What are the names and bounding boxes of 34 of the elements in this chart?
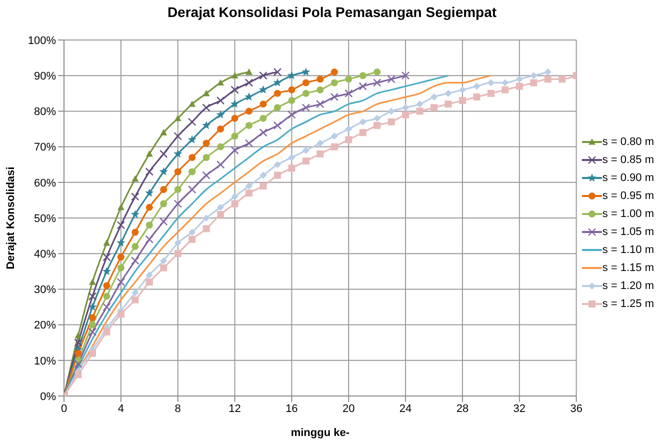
chart-title: Derajat Konsolidasi Pola Pemasangan Segiempat [166, 4, 498, 20]
legend-label: s = 1.20 m [602, 280, 654, 292]
y-tick-label: 30% [34, 284, 56, 296]
x-tick-label: 4 [118, 402, 124, 415]
y-tick-label: 50% [34, 212, 56, 225]
x-tick-label: 12 [228, 402, 241, 415]
legend-label: s = 0.95 m [602, 190, 654, 202]
y-tick-label: 100% [28, 34, 56, 47]
legend-label: s = 1.25 m [602, 298, 654, 310]
y-axis-title: Derajat Konsolidasi [4, 166, 17, 270]
legend-label: s = 1.00 m [602, 208, 654, 220]
legend-label: s = 1.05 m [602, 226, 654, 238]
y-tick-label: 20% [34, 320, 56, 332]
x-axis-title: minggu ke- [290, 427, 350, 439]
legend-label: s = 1.15 m [602, 262, 654, 274]
legend-label: s = 0.90 m [602, 172, 654, 184]
x-tick-label: 24 [399, 402, 412, 415]
y-tick-label: 10% [34, 355, 56, 368]
x-tick-label: 32 [513, 402, 526, 415]
y-tick-label: 90% [34, 70, 56, 83]
y-tick-label: 80% [34, 106, 56, 118]
x-tick-label: 20 [342, 402, 355, 415]
y-tick-label: 60% [34, 177, 56, 190]
x-tick-label: 16 [286, 402, 298, 415]
y-tick-label: 70% [34, 142, 56, 154]
legend-label: s = 0.85 m [602, 154, 654, 166]
legend-label: s = 0.80 m [602, 136, 654, 148]
y-tick-label: 0% [40, 390, 56, 403]
legend-label: s = 1.10 m [602, 244, 654, 256]
x-tick-label: 28 [456, 402, 469, 415]
x-tick-label: 36 [570, 402, 582, 415]
x-tick-label: 0 [60, 402, 68, 415]
y-tick-label: 40% [34, 248, 56, 261]
x-tick-label: 8 [174, 402, 181, 415]
